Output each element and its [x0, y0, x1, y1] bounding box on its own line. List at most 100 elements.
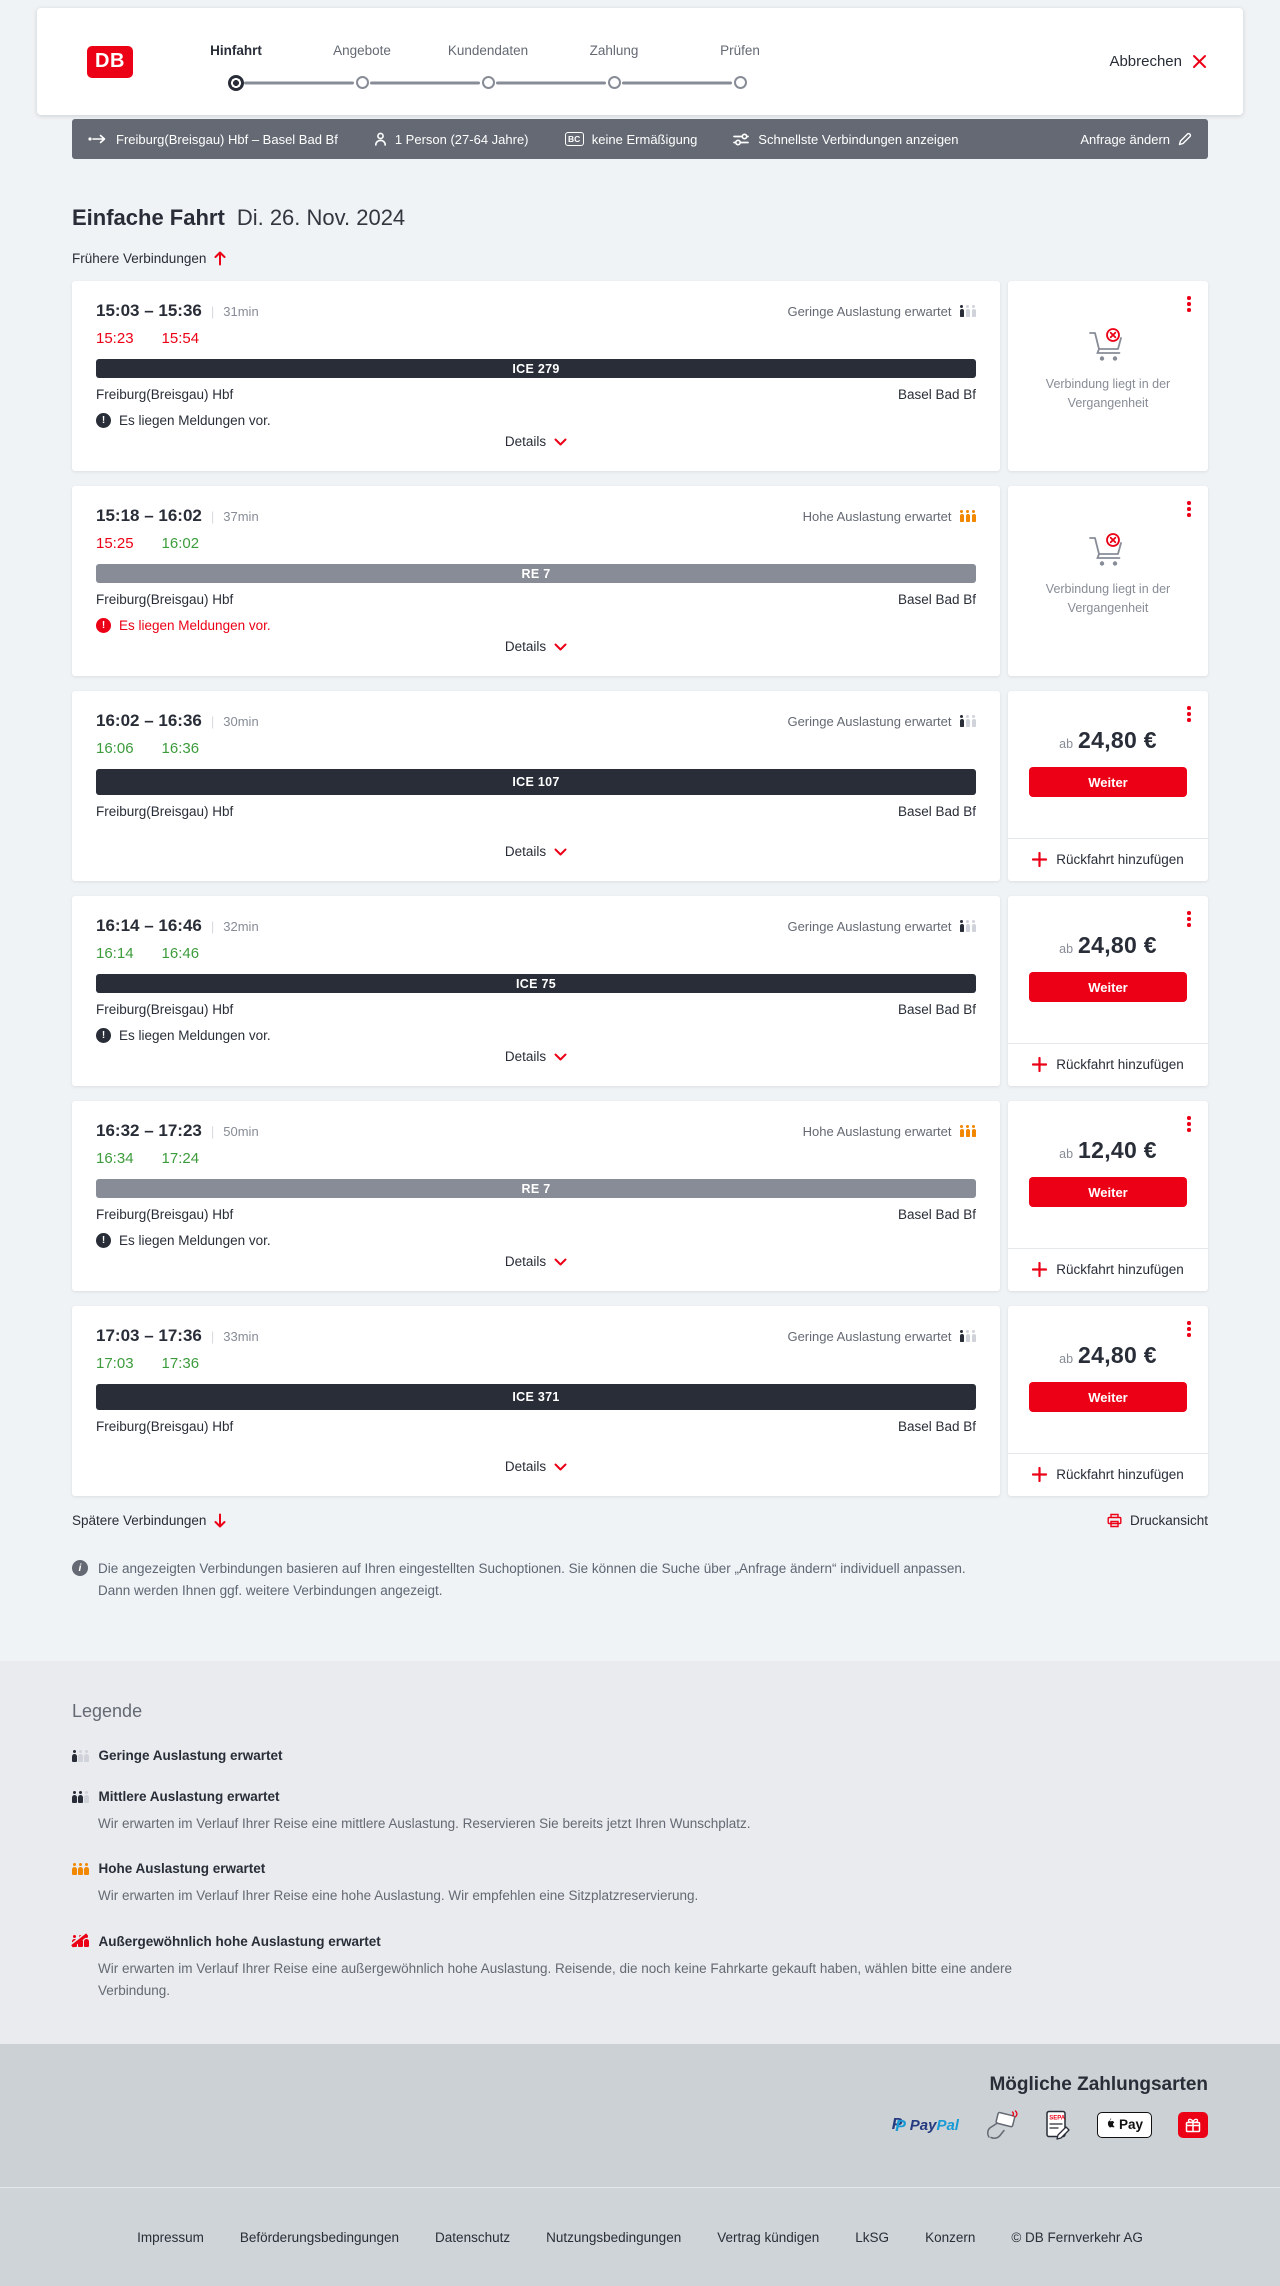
messages-note: ! Es liegen Meldungen vor.	[96, 413, 976, 428]
payment-title: Mögliche Zahlungsarten	[989, 2074, 1208, 2096]
stations-row: Freiburg(Breisgau) Hbf Basel Bad Bf	[96, 1419, 976, 1434]
legend-title: Legende	[72, 1701, 143, 1722]
credit-card-icon	[986, 2110, 1018, 2140]
details-toggle[interactable]: Details	[501, 633, 571, 660]
realtime-times: 15:25 16:02	[96, 535, 976, 552]
details-toggle[interactable]: Details	[501, 428, 571, 455]
footer-link[interactable]: Konzern	[925, 2229, 976, 2245]
later-connections-link[interactable]: Spätere Verbindungen	[72, 1513, 226, 1528]
continue-button[interactable]: Weiter	[1029, 1382, 1187, 1412]
search-options-note: i Die angezeigten Verbindungen basieren …	[72, 1558, 972, 1661]
legend-item-description: Wir erwarten im Verlauf Ihrer Reise eine…	[98, 1960, 1013, 1998]
train-label-bar[interactable]: ICE 371	[96, 1384, 976, 1410]
footer-link[interactable]: Impressum	[137, 2229, 204, 2245]
train-label-bar[interactable]: ICE 107	[96, 769, 976, 795]
summary-passengers: 1 Person (27-64 Jahre)	[374, 132, 529, 147]
add-return-button[interactable]: Rückfahrt hinzufügen	[1008, 1043, 1208, 1086]
realtime-departure: 16:34	[96, 1150, 134, 1167]
print-view-link[interactable]: Druckansicht	[1107, 1513, 1208, 1528]
price: ab 12,40 €	[1059, 1137, 1157, 1163]
duration: 33min	[223, 1328, 259, 1344]
kebab-menu-button[interactable]	[1184, 703, 1194, 725]
price-actions: ab 24,80 € Weiter Rückfahrt hinzufügen	[1008, 691, 1208, 881]
footer-link[interactable]: Datenschutz	[435, 2229, 511, 2245]
alert-icon: !	[96, 413, 111, 428]
stepper-step: Angebote	[299, 43, 425, 91]
continue-button[interactable]: Weiter	[1029, 972, 1187, 1002]
train-label-bar[interactable]: ICE 75	[96, 974, 976, 993]
close-icon	[1193, 55, 1206, 68]
details-toggle[interactable]: Details	[501, 1043, 571, 1070]
train-number: ICE 75	[515, 976, 556, 991]
cancel-button[interactable]: Abbrechen	[1109, 53, 1207, 70]
kebab-menu-button[interactable]	[1184, 293, 1194, 315]
paypal-icon: P P Pay Pal	[891, 2116, 959, 2136]
occupancy-icon	[959, 1330, 977, 1342]
kebab-menu-button[interactable]	[1184, 1113, 1194, 1135]
kebab-menu-button[interactable]	[1184, 498, 1194, 520]
db-logo[interactable]: DB	[87, 45, 133, 78]
details-toggle[interactable]: Details	[501, 1453, 571, 1480]
connection-card: 16:32 – 17:23 | 50min Hohe Auslastung er…	[72, 1101, 1000, 1291]
svg-text:SEPA: SEPA	[1049, 2116, 1066, 2122]
footer-link[interactable]: Nutzungsbedingungen	[546, 2229, 682, 2245]
stepper-step-dot	[481, 76, 495, 89]
continue-button[interactable]: Weiter	[1029, 1177, 1187, 1207]
add-return-button[interactable]: Rückfahrt hinzufügen	[1008, 1453, 1208, 1496]
add-return-button[interactable]: Rückfahrt hinzufügen	[1008, 1248, 1208, 1291]
occupancy-icon	[72, 1790, 89, 1803]
price-actions: ab 24,80 € Weiter Rückfahrt hinzufügen	[1008, 896, 1208, 1086]
kebab-menu-button[interactable]	[1184, 1318, 1194, 1340]
legend-item-label: Mittlere Auslastung erwartet	[98, 1789, 280, 1805]
destination-station: Basel Bad Bf	[897, 592, 976, 607]
continue-button[interactable]: Weiter	[1029, 767, 1187, 797]
price-value: 24,80 €	[1078, 932, 1157, 958]
price: ab 24,80 €	[1059, 932, 1157, 958]
train-label-bar[interactable]: ICE 279	[96, 359, 976, 378]
bahncard-icon: BC	[564, 132, 584, 146]
app-header: DB Hinfahrt Angebote Kundendaten Zahlung…	[37, 8, 1243, 115]
booking-stepper: Hinfahrt Angebote Kundendaten Zahlung Pr…	[173, 33, 803, 91]
details-toggle[interactable]: Details	[501, 1248, 571, 1275]
stepper-step-dot	[733, 76, 747, 89]
connection-card: 17:03 – 17:36 | 33min Geringe Auslastung…	[72, 1306, 1000, 1496]
occupancy-indicator: Hohe Auslastung erwartet	[803, 1124, 976, 1139]
legend-item-description: Wir erwarten im Verlauf Ihrer Reise eine…	[98, 1888, 699, 1904]
chevron-down-icon	[554, 643, 567, 650]
arrow-down-icon	[214, 1513, 226, 1528]
train-number: ICE 371	[512, 1390, 560, 1404]
chevron-down-icon	[554, 1053, 567, 1060]
stepper-step: Zahlung	[551, 43, 677, 91]
kebab-menu-button[interactable]	[1184, 908, 1194, 930]
destination-station: Basel Bad Bf	[897, 387, 976, 402]
details-toggle[interactable]: Details	[501, 838, 571, 865]
cancel-label: Abbrechen	[1109, 53, 1182, 70]
occupancy-label: Geringe Auslastung erwartet	[787, 918, 952, 934]
price-value: 24,80 €	[1078, 1342, 1157, 1368]
add-return-button[interactable]: Rückfahrt hinzufügen	[1008, 838, 1208, 881]
realtime-times: 17:03 17:36	[96, 1355, 976, 1372]
price: ab 24,80 €	[1059, 727, 1157, 753]
connection-actions-card: ab 24,80 € Weiter Rückfahrt hinzufügen	[1008, 896, 1208, 1086]
stepper-step-label: Prüfen	[720, 42, 760, 58]
copyright: © DB Fernverkehr AG	[1011, 2229, 1143, 2245]
origin-station: Freiburg(Breisgau) Hbf	[96, 592, 234, 607]
occupancy-label: Geringe Auslastung erwartet	[787, 1328, 952, 1344]
earlier-connections-link[interactable]: Frühere Verbindungen	[72, 251, 226, 266]
fastest-connections-link[interactable]: Schnellste Verbindungen anzeigen	[733, 132, 959, 147]
change-request-link[interactable]: Anfrage ändern	[1080, 132, 1192, 147]
results-heading: Einfache Fahrt Di. 26. Nov. 2024	[72, 205, 1208, 231]
stations-row: Freiburg(Breisgau) Hbf Basel Bad Bf	[96, 387, 976, 402]
connection-card: 15:18 – 16:02 | 37min Hohe Auslastung er…	[72, 486, 1000, 676]
scheduled-times: 16:14 – 16:46 | 32min	[96, 916, 259, 935]
footer-link[interactable]: LkSG	[855, 2229, 890, 2245]
footer-link[interactable]: Beförderungsbedingungen	[239, 2229, 400, 2245]
occupancy-indicator: Geringe Auslastung erwartet	[787, 304, 976, 319]
train-label-bar[interactable]: RE 7	[96, 1179, 976, 1198]
payment-methods: P P Pay Pal SEPA Pay	[72, 2110, 1208, 2140]
occupancy-indicator: Hohe Auslastung erwartet	[803, 509, 976, 524]
train-label-bar[interactable]: RE 7	[96, 564, 976, 583]
realtime-arrival: 16:02	[161, 535, 200, 552]
stepper-step-dot	[355, 76, 369, 89]
footer-link[interactable]: Vertrag kündigen	[717, 2229, 820, 2245]
